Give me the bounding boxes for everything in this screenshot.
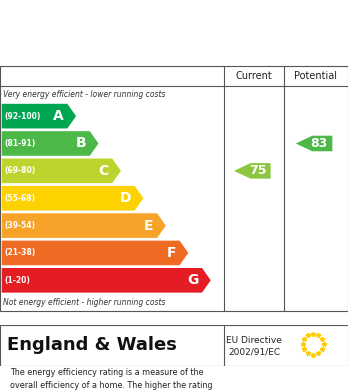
Polygon shape <box>2 104 76 128</box>
Text: 2002/91/EC: 2002/91/EC <box>228 348 280 357</box>
Text: G: G <box>187 273 198 287</box>
Text: Not energy efficient - higher running costs: Not energy efficient - higher running co… <box>3 298 166 307</box>
Text: Very energy efficient - lower running costs: Very energy efficient - lower running co… <box>3 90 166 99</box>
Text: (1-20): (1-20) <box>4 276 30 285</box>
Text: England & Wales: England & Wales <box>7 336 177 354</box>
Polygon shape <box>234 163 271 179</box>
Polygon shape <box>2 213 166 238</box>
Text: The energy efficiency rating is a measure of the
overall efficiency of a home. T: The energy efficiency rating is a measur… <box>10 368 213 391</box>
Polygon shape <box>2 268 211 292</box>
Polygon shape <box>2 131 98 156</box>
Text: (39-54): (39-54) <box>4 221 35 230</box>
Polygon shape <box>2 240 188 265</box>
Text: Potential: Potential <box>294 71 337 81</box>
Text: Current: Current <box>236 71 272 81</box>
Text: (92-100): (92-100) <box>4 111 41 121</box>
Text: E: E <box>144 219 154 233</box>
Polygon shape <box>2 158 121 183</box>
Text: (21-38): (21-38) <box>4 248 35 257</box>
Text: F: F <box>167 246 176 260</box>
Text: 83: 83 <box>311 137 328 150</box>
Polygon shape <box>296 136 332 151</box>
Text: C: C <box>98 164 109 178</box>
Text: (81-91): (81-91) <box>4 139 35 148</box>
Polygon shape <box>2 186 143 210</box>
Text: EU Directive: EU Directive <box>226 335 282 344</box>
Text: A: A <box>53 109 64 123</box>
Text: (55-68): (55-68) <box>4 194 35 203</box>
Text: B: B <box>76 136 86 151</box>
Text: D: D <box>120 191 131 205</box>
Text: (69-80): (69-80) <box>4 166 35 175</box>
Text: Energy Efficiency Rating: Energy Efficiency Rating <box>10 14 240 32</box>
Text: 75: 75 <box>249 164 266 178</box>
